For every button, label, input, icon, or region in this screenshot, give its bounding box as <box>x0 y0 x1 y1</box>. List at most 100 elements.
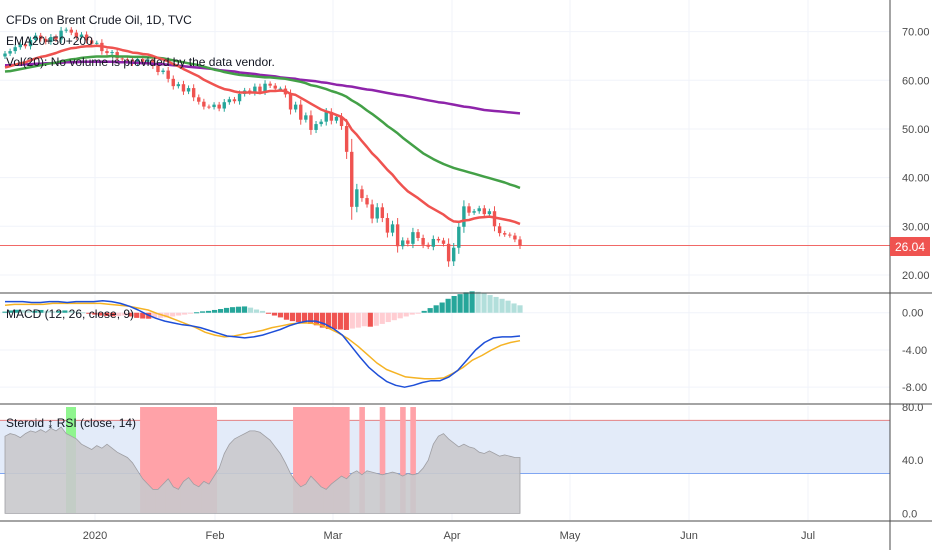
candle-body <box>431 238 436 247</box>
macd-hist-bar <box>217 309 224 313</box>
candle-body <box>212 104 216 108</box>
rsi-signal-column <box>170 407 177 514</box>
macd-hist-bar <box>164 312 170 318</box>
candle-body <box>380 207 385 219</box>
candle-body <box>140 58 145 62</box>
candle-body <box>135 58 140 64</box>
macd-hist-bar <box>319 312 325 328</box>
candle-body <box>355 189 359 207</box>
macd-hist-bar <box>307 312 314 324</box>
macd-hist-bar <box>295 312 302 323</box>
macd-line <box>5 299 521 388</box>
macd-hist-bar <box>511 303 517 313</box>
macd-hist-bar <box>439 302 445 313</box>
macd-hist-bar <box>50 311 56 313</box>
price-pane <box>0 26 890 267</box>
macd-hist-bar <box>463 292 469 313</box>
candle-body <box>49 36 53 42</box>
candle-body <box>125 59 130 61</box>
macd-hist-bar <box>122 312 128 316</box>
rsi-signal-column <box>359 407 365 514</box>
candle-body <box>487 211 492 215</box>
macd-hist-bar <box>445 298 451 313</box>
ema50-line <box>4 54 521 190</box>
candle-body <box>171 78 175 87</box>
macd-hist-bar <box>313 312 319 326</box>
macd-hist-bar <box>385 312 391 323</box>
x-tick-label: Jun <box>680 530 698 542</box>
rsi-signal-column <box>180 407 187 514</box>
rsi-signal-column <box>323 407 330 514</box>
candle-body <box>95 42 99 44</box>
candle-body <box>232 99 237 102</box>
rsi-signal-column <box>333 407 340 514</box>
candle-body <box>421 237 425 245</box>
rsi-legend[interactable]: Steroid ↨ RSI (close, 14) <box>6 416 136 430</box>
macd-hist-bar <box>92 312 98 315</box>
macd-legend[interactable]: MACD (12, 26, close, 9) <box>6 307 134 321</box>
macd-hist-bar <box>20 310 26 313</box>
candle-body <box>115 52 119 59</box>
candle-body <box>385 218 390 233</box>
x-tick-label: Mar <box>324 530 343 542</box>
candle-body <box>309 115 313 130</box>
macd-tick-label: -4.00 <box>902 345 927 357</box>
rsi-signal-column <box>201 407 207 514</box>
macd-hist-bar <box>487 295 493 313</box>
macd-hist-bar <box>56 311 62 313</box>
macd-hist-bar <box>517 305 523 313</box>
macd-hist-bar <box>259 310 266 313</box>
rsi-signal-column <box>298 407 304 514</box>
candle-body <box>13 47 17 52</box>
macd-hist-bar <box>277 312 284 318</box>
candle-body <box>268 83 272 86</box>
candle-body <box>110 52 114 54</box>
price-tick-label: 70.00 <box>902 27 930 39</box>
signal-line <box>4 302 521 380</box>
rsi-signal-column <box>140 407 146 514</box>
candle-body <box>253 86 257 93</box>
rsi-signal-column <box>308 407 314 514</box>
candle-body <box>18 44 22 48</box>
macd-hist-bar <box>475 291 481 313</box>
candle-body <box>462 206 466 227</box>
macd-hist-bar <box>391 312 397 321</box>
macd-hist-bar <box>451 296 457 313</box>
rsi-signal-column <box>165 407 172 514</box>
candle-body <box>441 240 446 244</box>
rsi-signal-column <box>155 407 161 514</box>
macd-hist-bar <box>170 312 176 317</box>
macd-hist-bar <box>44 310 50 313</box>
candle-body <box>503 233 507 235</box>
rsi-tick-label: 40.0 <box>902 455 923 467</box>
candle-body <box>314 124 318 130</box>
candle-body <box>146 59 150 62</box>
macd-hist-bar <box>235 306 242 313</box>
macd-hist-bar <box>74 311 80 313</box>
macd-hist-bar <box>421 310 427 313</box>
candle-body <box>263 83 267 92</box>
candle-body <box>324 111 328 122</box>
rsi-signal-column <box>303 407 309 514</box>
rsi-signal-column <box>175 407 182 514</box>
candle-body <box>28 39 33 47</box>
price-tick-label: 20.00 <box>902 270 930 282</box>
rsi-signal-column <box>344 407 350 514</box>
macd-hist-bar <box>182 312 188 315</box>
candle-body <box>151 59 155 66</box>
volume-legend[interactable]: Vol(20): No volume is provided by the da… <box>6 55 275 69</box>
macd-hist-bar <box>241 306 248 313</box>
candle-body <box>44 38 48 42</box>
rsi-signal-column <box>379 407 386 514</box>
macd-hist-bar <box>325 312 331 330</box>
candle-body <box>197 97 201 102</box>
macd-hist-bar <box>2 311 8 313</box>
rsi-signal-column <box>196 407 202 514</box>
rsi-signal-column <box>185 407 192 514</box>
candle-body <box>467 206 471 213</box>
x-tick-label: May <box>560 530 581 542</box>
ema-legend[interactable]: EMA20+50+200 <box>6 34 93 48</box>
rsi-signal-column <box>160 407 167 514</box>
